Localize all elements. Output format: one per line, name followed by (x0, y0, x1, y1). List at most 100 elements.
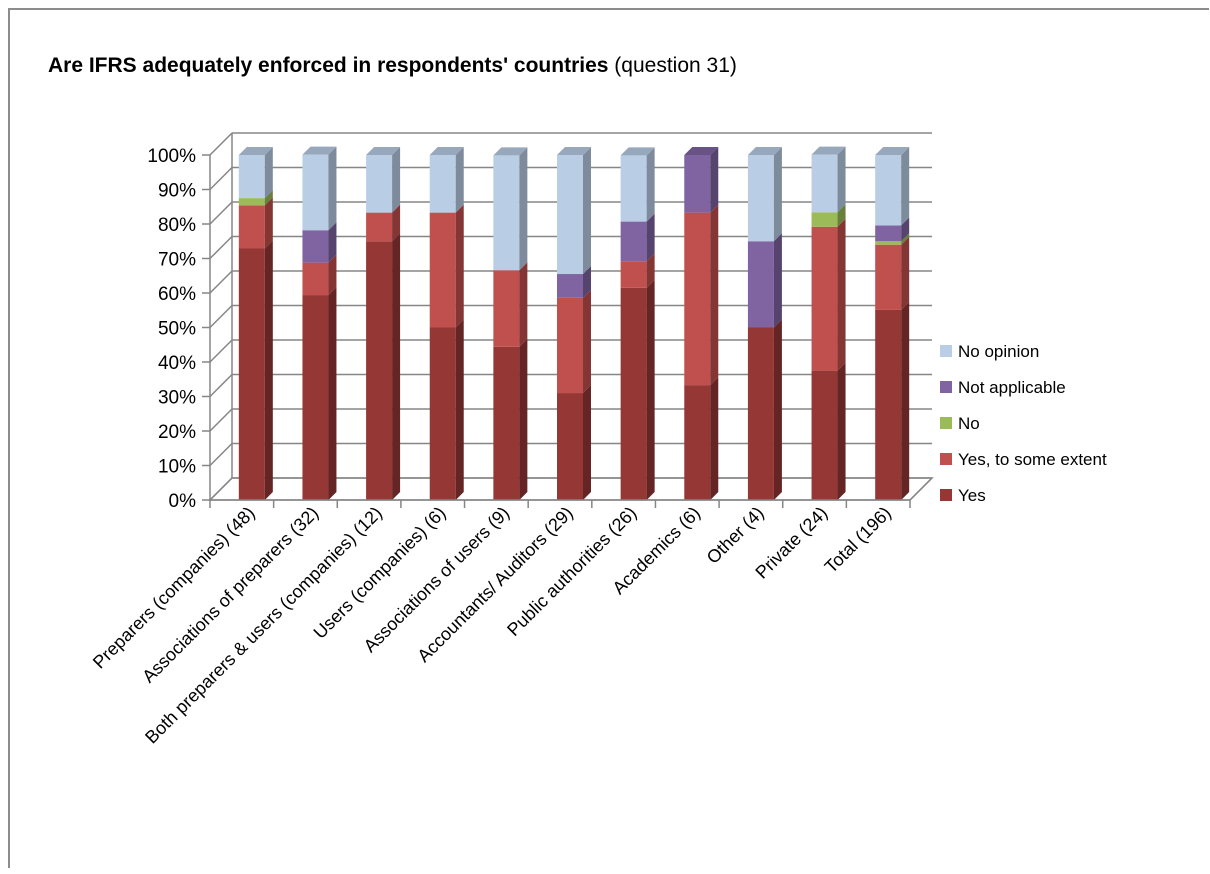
gridline-side (209, 339, 233, 363)
bar-side (710, 147, 719, 213)
bar-side (519, 147, 528, 271)
chart-frame: Are IFRS adequately enforced in responde… (8, 8, 1209, 868)
bar-side (392, 147, 401, 213)
legend-label: Not applicable (958, 378, 1066, 397)
gridline-side (209, 270, 233, 294)
bar-side (646, 253, 655, 288)
bar-side (264, 190, 273, 206)
bar-top (366, 147, 401, 155)
legend-swatch (940, 345, 952, 357)
bar-side (455, 147, 464, 213)
x-category-label: Total (196) (821, 503, 895, 577)
legend-label: No opinion (958, 342, 1039, 361)
bar-top (429, 147, 464, 155)
bar-side (392, 233, 401, 500)
bar-segment (429, 212, 456, 328)
bar-segment (238, 198, 265, 206)
y-tick-label: 40% (158, 353, 196, 374)
bar-side (519, 262, 528, 347)
chart-title: Are IFRS adequately enforced in responde… (48, 54, 737, 78)
bar-side (646, 279, 655, 500)
bar-side (264, 240, 273, 500)
bar-side (583, 289, 591, 394)
chart-title-bold: Are IFRS adequately enforced in responde… (48, 54, 609, 77)
bar-side (901, 147, 910, 226)
chart-title-normal: (question 31) (608, 54, 737, 77)
bar-side (901, 236, 910, 310)
bar-side (519, 338, 528, 500)
bar-segment (366, 241, 393, 500)
bar-side (710, 377, 719, 500)
bar-segment (302, 295, 329, 500)
bar-side (837, 362, 846, 500)
bar-side (901, 217, 910, 242)
legend-label: No (958, 414, 980, 433)
bar-side (646, 213, 655, 262)
bar-side (583, 147, 591, 275)
gridline-side (209, 442, 233, 467)
y-tick-label: 60% (158, 284, 196, 305)
bar-side (392, 204, 401, 242)
gridline-side (209, 235, 233, 260)
bar-side (328, 146, 337, 231)
bar-segment (684, 385, 711, 500)
gridline-side (209, 408, 233, 432)
bar-side (901, 233, 910, 245)
bar-top (557, 147, 591, 155)
bar-segment (557, 297, 583, 394)
bar-segment (747, 327, 774, 500)
legend-swatch (940, 417, 952, 429)
y-tick-label: 100% (147, 146, 196, 167)
gridline-side (209, 201, 233, 225)
x-axis-depth (909, 477, 933, 501)
bar-side (583, 385, 591, 500)
bar-segment (875, 244, 902, 310)
bar-side (773, 233, 782, 328)
bar-segment (366, 212, 393, 242)
bar-segment (620, 221, 647, 262)
bar-side (328, 222, 337, 263)
bar-segment (875, 309, 902, 500)
legend-swatch (940, 453, 952, 465)
bar-side (455, 319, 464, 500)
chart-legend: No opinion Not applicable No Yes, to some e… (940, 342, 1107, 505)
chart-bars (238, 146, 910, 500)
bar-side (837, 146, 846, 213)
gridline-side (209, 373, 233, 398)
bar-segment (302, 154, 329, 231)
bar-segment (875, 241, 902, 245)
bar-segment (366, 155, 393, 213)
bar-top (620, 147, 655, 156)
y-tick-label: 0% (169, 491, 197, 512)
bar-segment (429, 327, 456, 500)
x-category-label: Other (4) (703, 503, 768, 568)
bar-segment (302, 230, 329, 263)
y-tick-label: 90% (158, 181, 196, 202)
bar-segment (238, 155, 265, 199)
bar-top (684, 147, 719, 155)
bar-side (773, 147, 782, 242)
bar-side (264, 197, 273, 249)
bar-segment (557, 155, 583, 275)
gridline-side (209, 166, 233, 191)
bar-side (455, 204, 464, 328)
bar-segment (684, 212, 711, 386)
bar-segment (238, 205, 265, 249)
bar-side (328, 254, 337, 296)
bar-segment (493, 346, 520, 500)
y-tick-label: 20% (158, 422, 196, 443)
y-tick-label: 10% (158, 457, 196, 478)
legend-label: Yes (958, 486, 986, 505)
bar-segment (747, 155, 774, 242)
x-category-label: Public authorities (26) (503, 503, 640, 640)
gridline-side (209, 132, 233, 156)
bar-segment (811, 212, 838, 227)
bar-segment (302, 262, 329, 296)
bar-segment (875, 155, 902, 226)
bar-segment (811, 370, 838, 500)
bar-side (837, 218, 846, 371)
bar-side (646, 147, 655, 222)
bar-side (773, 319, 782, 500)
y-tick-label: 70% (158, 250, 196, 271)
